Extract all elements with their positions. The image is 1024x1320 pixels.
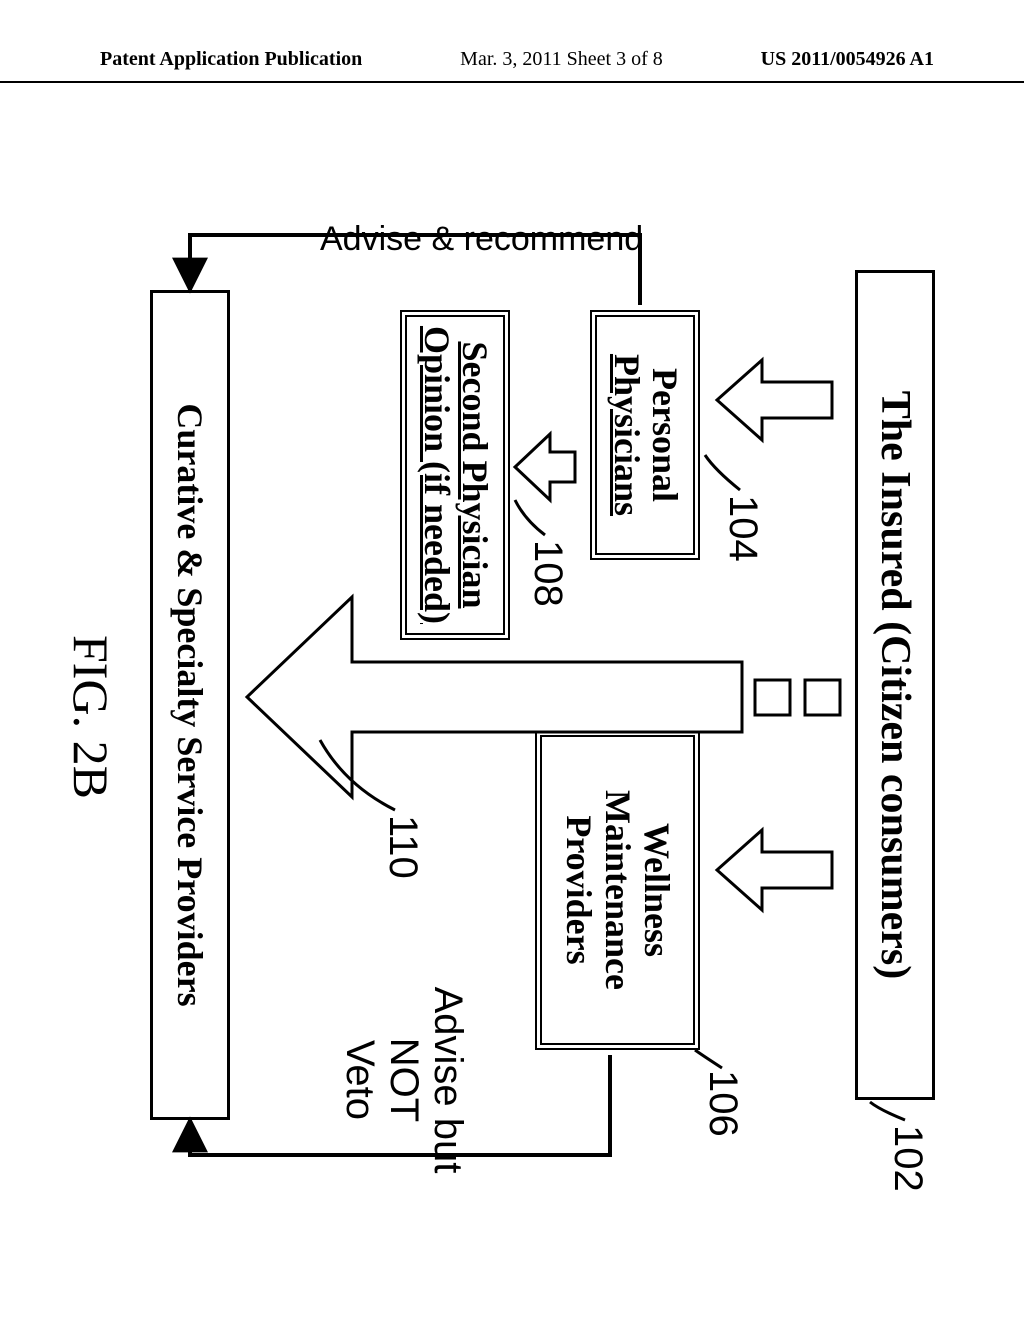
figure-label: FIG. 2B (62, 635, 120, 799)
advise-recommend-text: Advise & recommend (320, 220, 643, 259)
insured-text: The Insured (Citizen consumers) (871, 391, 919, 979)
leader-104 (705, 455, 740, 490)
personal-physicians-line1: Personal (645, 368, 683, 502)
curative-box: Curative & Specialty Service Providers (150, 290, 230, 1120)
insured-box: The Insured (Citizen consumers) (855, 270, 935, 1100)
center-box-b-icon (755, 680, 790, 715)
arrow-insured-to-pp-icon (717, 360, 832, 440)
header-mid: Mar. 3, 2011 Sheet 3 of 8 (460, 48, 663, 71)
personal-physicians-line2: Physicians (607, 354, 645, 516)
arrow-pp-to-second-icon (515, 434, 575, 500)
page-header: Patent Application Publication Mar. 3, 2… (0, 48, 1024, 83)
ref-106: 106 (700, 1070, 745, 1137)
header-left: Patent Application Publication (100, 48, 362, 71)
second-opinion-line1: Second Physician (455, 341, 493, 608)
header-right: US 2011/0054926 A1 (761, 48, 934, 71)
center-box-a-icon (805, 680, 840, 715)
wellness-line1: Wellness (637, 823, 676, 957)
diagram-stage: The Insured (Citizen consumers) Personal… (50, 150, 970, 1270)
wellness-line3: Providers (559, 815, 598, 964)
leader-108 (515, 500, 545, 535)
wellness-line2: Maintenance (598, 790, 637, 990)
second-opinion-line2: Opinion (if needed) (417, 326, 455, 624)
arrow-insured-to-wellness-icon (717, 830, 832, 910)
advise-not-line1: Advise but NOT (382, 987, 470, 1174)
second-opinion-box: Second Physician Opinion (if needed) (400, 310, 510, 640)
personal-physicians-box: Personal Physicians (590, 310, 700, 560)
advise-not-line2: Veto (338, 1040, 382, 1120)
ref-104: 104 (720, 495, 765, 562)
leader-102 (870, 1102, 905, 1120)
ref-108: 108 (525, 540, 570, 607)
ref-110: 110 (380, 815, 425, 879)
leader-106 (695, 1050, 722, 1068)
curative-text: Curative & Specialty Service Providers (169, 403, 211, 1006)
wellness-box: Wellness Maintenance Providers (535, 730, 700, 1050)
ref-102: 102 (885, 1125, 930, 1192)
advise-not-veto-text: Advise but NOT Veto (338, 950, 470, 1210)
leader-110 (320, 740, 395, 810)
diagram-rotated: The Insured (Citizen consumers) Personal… (50, 150, 970, 1270)
